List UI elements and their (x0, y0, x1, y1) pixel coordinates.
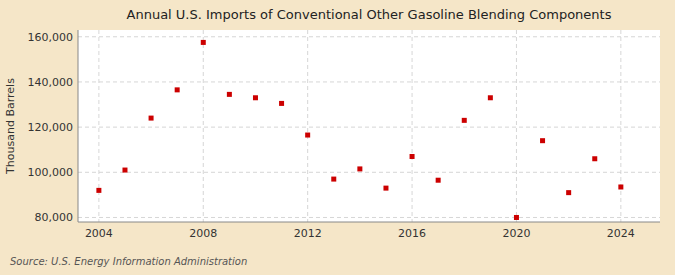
chart-container: 80,000 100,000 120,000 140,000 160,000 2004 20… (0, 0, 675, 275)
plot-area (78, 30, 660, 222)
x-tick-label: 2016 (398, 227, 426, 240)
y-grid-line (78, 81, 660, 82)
point (357, 166, 362, 171)
x-tick-label: 2024 (607, 227, 635, 240)
point (462, 118, 467, 123)
point (410, 154, 415, 159)
point (175, 87, 180, 92)
grid (78, 30, 660, 222)
y-axis-label: Thousand Barrels (4, 78, 17, 175)
point (383, 186, 388, 191)
x-tick-label: 2012 (294, 227, 322, 240)
point (227, 92, 232, 97)
x-axis-line (78, 222, 660, 223)
x-grid-line (203, 30, 204, 222)
y-tick-label: 80,000 (35, 211, 74, 224)
point (96, 188, 101, 193)
x-tick-label: 2004 (85, 227, 113, 240)
x-tick-label: 2020 (502, 227, 530, 240)
y-tick-label: 140,000 (28, 76, 74, 89)
y-tick-label: 160,000 (28, 31, 74, 44)
y-tick-label: 100,000 (28, 166, 74, 179)
point (201, 40, 206, 45)
y-axis-line (78, 30, 79, 222)
point (592, 156, 597, 161)
point (540, 138, 545, 143)
y-grid-line (78, 172, 660, 173)
point (253, 95, 258, 100)
point (488, 95, 493, 100)
point (149, 116, 154, 121)
y-grid-line (78, 127, 660, 128)
chart: 80,000 100,000 120,000 140,000 160,000 2004 20… (0, 0, 675, 275)
x-grid-line (620, 30, 621, 222)
point (122, 168, 127, 173)
source-note: Source: U.S. Energy Information Administ… (10, 256, 247, 267)
x-grid-line (516, 30, 517, 222)
point (279, 101, 284, 106)
title: Annual U.S. Imports of Conventional Othe… (127, 7, 612, 22)
marks (96, 40, 623, 220)
y-grid-line (78, 36, 660, 37)
x-grid-line (307, 30, 308, 222)
y-tick-label: 120,000 (28, 121, 74, 134)
point (514, 215, 519, 220)
point (566, 190, 571, 195)
point (305, 133, 310, 138)
x-grid-line (98, 30, 99, 222)
point (436, 178, 441, 183)
y-grid-line (78, 217, 660, 218)
point (618, 184, 623, 189)
x-tick-label: 2008 (189, 227, 217, 240)
x-grid-line (412, 30, 413, 222)
point (331, 177, 336, 182)
background (0, 0, 675, 275)
